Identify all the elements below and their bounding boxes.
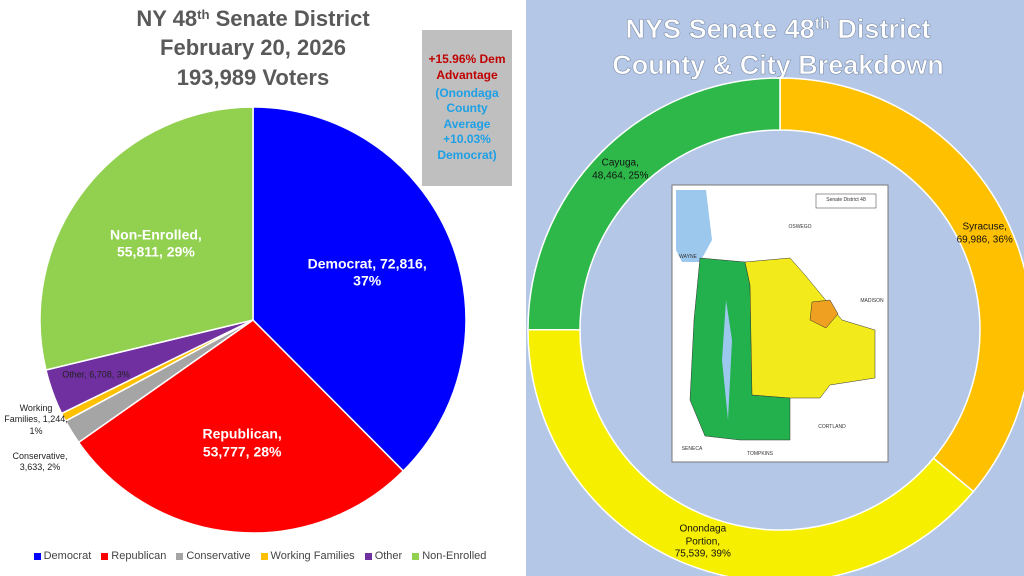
data-label: Other, 6,708, 3% <box>62 369 130 380</box>
title-line: NY 48th Senate District <box>136 6 370 31</box>
legend-swatch <box>364 552 372 560</box>
data-label: Conservative, 3,633, 2% <box>12 450 68 472</box>
legend-entry: Non-Enrolled <box>412 550 486 562</box>
legend-swatch <box>260 552 268 560</box>
data-label: Syracuse, 69,986, 36% <box>956 221 1013 246</box>
map-label: SENECA <box>682 446 703 452</box>
ring-segment <box>527 77 781 331</box>
data-label: Non-Enrolled, 55,811, 29% <box>110 226 202 260</box>
pie <box>39 106 467 534</box>
ring-segment <box>527 328 975 576</box>
onondaga-area <box>744 257 876 399</box>
legend-entry: Democrat <box>33 550 92 562</box>
legend-swatch <box>101 552 109 560</box>
legend-label: Republican <box>111 550 167 562</box>
data-label: Working Families, 1,244, 1% <box>4 403 68 436</box>
map-label: OSWEGO <box>788 224 811 230</box>
map-label: TOMPKINS <box>747 451 774 457</box>
legend-label: Non-Enrolled <box>422 550 487 562</box>
map-label: MADISON <box>860 298 884 304</box>
legend-label: Democrat <box>43 550 92 562</box>
slice <box>252 106 467 473</box>
ring-segment <box>779 77 1024 493</box>
legend-entry: Working Families <box>260 550 355 562</box>
data-label: Cayuga, 48,464, 25% <box>592 157 649 182</box>
right-title: NYS Senate 48th District County & City B… <box>612 14 944 81</box>
legend-entry: Republican <box>101 550 166 562</box>
legend-swatch <box>33 552 41 560</box>
data-label: Democrat, 72,816, 37% <box>307 255 427 289</box>
title-line: County & City Breakdown <box>612 50 944 80</box>
donut <box>527 77 1024 576</box>
map-label: Senate District 48 <box>826 197 866 203</box>
map-key <box>815 193 877 209</box>
legend-entry: Conservative <box>176 550 251 562</box>
syracuse-area <box>809 299 839 329</box>
map-labels: Senate District 48 OSWEGO WAYNE MADISON … <box>679 197 884 457</box>
legend-swatch <box>176 552 184 560</box>
legend-label: Conservative <box>186 550 251 562</box>
data-label: Republican, 53,777, 28% <box>202 425 282 460</box>
legend-label: Working Families <box>270 550 355 562</box>
legend-swatch <box>412 552 420 560</box>
annotation: +15.96% Dem Advantage <box>428 52 506 83</box>
map-label: WAYNE <box>679 254 697 260</box>
lake <box>676 190 712 262</box>
legend: Democrat Republican Conservative Working Fa… <box>0 550 520 562</box>
legend-entry: Other <box>364 550 403 562</box>
map: Senate District 48 OSWEGO WAYNE MADISON … <box>671 184 889 463</box>
title-line: 193,989 Voters <box>177 65 329 90</box>
map-label: CORTLAND <box>818 424 846 430</box>
annotation: (Onondaga County Average +10.03% Democra… <box>435 85 499 162</box>
lake <box>722 300 732 420</box>
title-line: February 20, 2026 <box>160 35 346 60</box>
data-label: Onondaga Portion, 75,539, 39% <box>674 523 731 560</box>
slice <box>77 319 405 534</box>
annotation-box: +15.96% Dem Advantage (Onondaga County A… <box>422 30 512 186</box>
legend-label: Other <box>374 550 403 562</box>
slice <box>39 106 254 371</box>
left-title: NY 48th Senate District February 20, 202… <box>136 6 370 90</box>
title-line: NYS Senate 48th District <box>626 14 931 44</box>
